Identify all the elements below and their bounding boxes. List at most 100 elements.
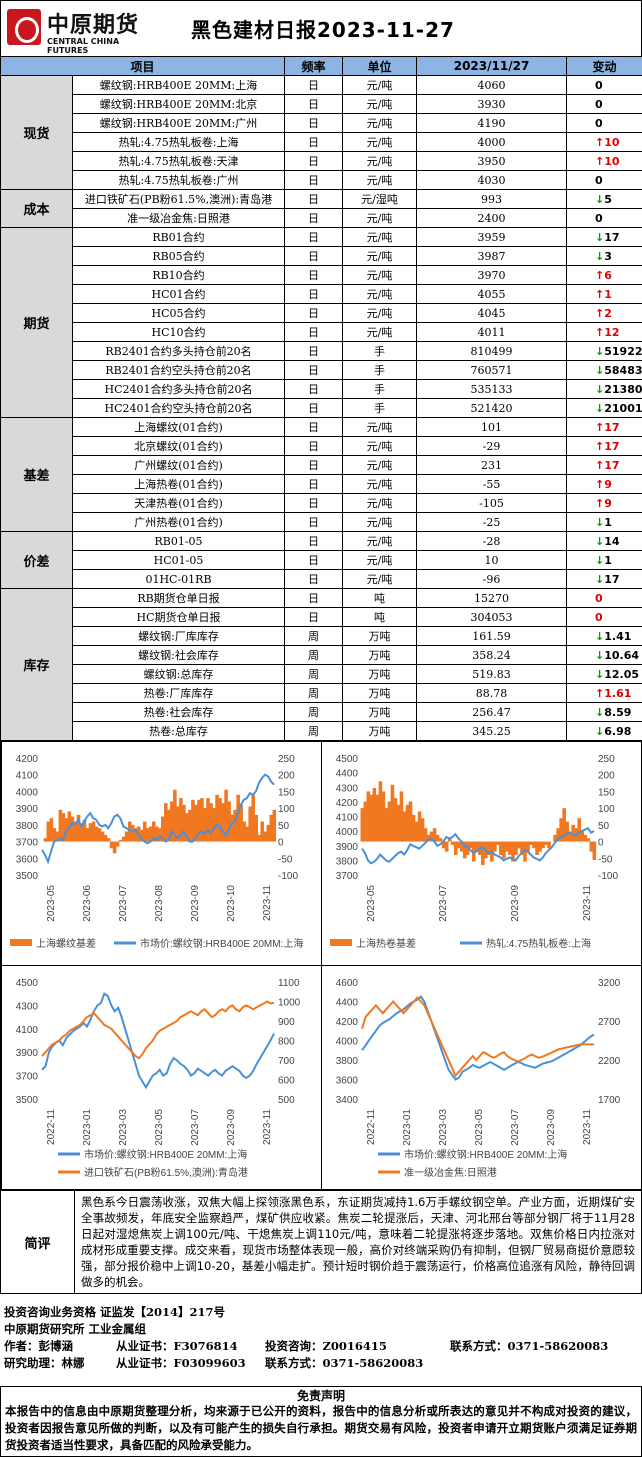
left-tick-label: 3900: [16, 1048, 39, 1059]
right-tick-label: 1100: [278, 978, 300, 989]
basis-bar: [158, 828, 162, 842]
cell-freq: 日: [284, 303, 344, 323]
basis-bar: [514, 841, 518, 855]
change-value: 51922: [604, 344, 642, 358]
x-tick-label: 2023-09: [226, 1109, 237, 1146]
cell-item: RB2401合约多头持仓前20名: [71, 341, 286, 361]
basis-bar: [151, 821, 156, 842]
cell-item: RB期货仓单日报: [71, 588, 286, 608]
x-tick-label: 2023-09: [510, 885, 521, 922]
left-tick-label: 4000: [336, 827, 359, 838]
change-value: 0: [595, 591, 603, 605]
basis-bar: [236, 794, 240, 842]
arrow-up-icon: ↑: [595, 477, 605, 491]
cell-freq: 日: [284, 151, 344, 171]
cell-value: -28: [416, 531, 568, 551]
arrow-up-icon: ↑: [595, 420, 605, 434]
arrow-up-icon: ↑: [595, 496, 605, 510]
cell-change: 0: [566, 94, 642, 114]
legend-label: 市场价:螺纹钢:HRB400E 20MM:上海: [84, 1148, 247, 1161]
column-header: 频率: [284, 56, 344, 76]
table-row: 价差 RB01-05 日元/吨 -28 ↓14: [0, 531, 642, 589]
column-header: 项目: [0, 56, 286, 76]
basis-bar: [161, 816, 165, 842]
basis-bar: [100, 831, 105, 842]
legend-label: 市场价:螺纹钢:HRB400E 20MM:上海: [404, 1148, 567, 1161]
change-value: 3: [604, 249, 612, 263]
basis-bar: [188, 809, 192, 842]
x-tick-label: 2022-11: [366, 1109, 377, 1145]
table-row: 准一级冶金焦:日照港日元/吨 2400 0: [1, 208, 642, 228]
basis-bar: [148, 826, 153, 842]
basis-bar: [426, 834, 431, 842]
x-tick-label: 2023-03: [438, 1109, 449, 1146]
chart-svg: 3500 3600 3700 3800 3900 4000 4100 4200 -100 -50 0…: [10, 754, 303, 950]
logo-mark-icon: [7, 8, 41, 45]
cell-change: 0: [566, 607, 642, 627]
change-value: 8.59: [604, 705, 632, 719]
change-value: 9: [604, 477, 612, 491]
cell-item: HC2401合约多头持仓前20名: [71, 379, 286, 399]
table-row: 热轧:4.75热轧板卷:上海日元/吨 4000 ↑10: [1, 132, 642, 152]
cell-freq: 日: [284, 322, 344, 342]
table-row: 天津热卷(01合约) 日元/吨 -105 ↑9: [1, 493, 642, 513]
cell-value: 3930: [416, 94, 568, 114]
right-tick-label: 900: [278, 1017, 295, 1028]
basis-bar: [423, 828, 428, 842]
x-tick-label: 2023-09: [546, 1109, 557, 1146]
table-row: 螺纹钢:总库存周万吨 519.83 ↓12.05: [1, 664, 642, 684]
x-tick-label: 2023-07: [190, 1109, 201, 1146]
basis-bar: [260, 821, 265, 842]
change-value: 21001: [604, 401, 642, 415]
cell-value: 358.24: [416, 645, 568, 665]
cell-unit: 手: [342, 360, 418, 380]
basis-bar: [103, 834, 108, 842]
cell-change: ↓58483: [566, 360, 642, 380]
change-value: 17: [604, 572, 620, 586]
cell-freq: 周: [284, 664, 344, 684]
basis-bar: [43, 838, 48, 842]
arrow-down-icon: ↓: [595, 230, 605, 244]
table-row: 上海热卷(01合约) 日元/吨 -55 ↑9: [1, 474, 642, 494]
cell-unit: 元/吨: [342, 569, 418, 589]
cell-unit: 万吨: [342, 645, 418, 665]
cell-item: 天津热卷(01合约): [71, 493, 286, 513]
cell-value: 101: [416, 417, 568, 437]
basis-bar: [390, 784, 395, 842]
basis-bar: [538, 841, 542, 852]
cell-value: 15270: [416, 588, 568, 608]
table-row: 热卷:厂库库存周万吨 88.78 ↑1.61: [1, 683, 642, 703]
basis-bar: [381, 791, 386, 842]
basis-bar: [155, 826, 159, 842]
cell-freq: 日: [284, 588, 344, 608]
legend-swatch: [330, 939, 352, 946]
left-tick-label: 4400: [336, 998, 359, 1009]
arrow-down-icon: ↓: [595, 382, 605, 396]
right-tick-label: 700: [278, 1056, 295, 1067]
cell-item: 螺纹钢:HRB400E 20MM:上海: [71, 75, 286, 95]
cell-unit: 元/吨: [342, 284, 418, 304]
cell-value: 3987: [416, 246, 568, 266]
arrow-up-icon: ↑: [595, 268, 605, 282]
table-row: HC10合约日元/吨 4011 ↑12: [1, 322, 642, 342]
cell-freq: 日: [284, 436, 344, 456]
basis-bar: [121, 836, 126, 842]
cell-value: 3959: [416, 227, 568, 247]
cell-freq: 周: [284, 626, 344, 646]
logo-en: CENTRAL CHINA FUTURES: [47, 36, 120, 55]
author-cert: 从业证书：F3076814: [116, 1339, 238, 1353]
table-row: 期货 RB01合约日元/吨 3959 ↓17: [0, 227, 642, 418]
cell-item: RB05合约: [71, 246, 286, 266]
cell-value: 519.83: [416, 664, 568, 684]
basis-bar: [396, 804, 401, 842]
table-row: 螺纹钢:厂库库存周万吨 161.59 ↓1.41: [1, 626, 642, 646]
basis-bar: [112, 841, 117, 854]
charts-panel: 3500 3600 3700 3800 3900 4000 4100 4200 -100 -50 0…: [0, 740, 642, 1190]
comment-label: 简评: [1, 1191, 75, 1293]
arrow-down-icon: ↓: [595, 192, 605, 206]
cell-freq: 日: [284, 417, 344, 437]
cell-change: ↓14: [566, 531, 642, 551]
basis-bar: [248, 806, 252, 842]
cell-item: RB01-05: [71, 531, 286, 551]
table-row: 螺纹钢:社会库存周万吨 358.24 ↓10.64: [1, 645, 642, 665]
